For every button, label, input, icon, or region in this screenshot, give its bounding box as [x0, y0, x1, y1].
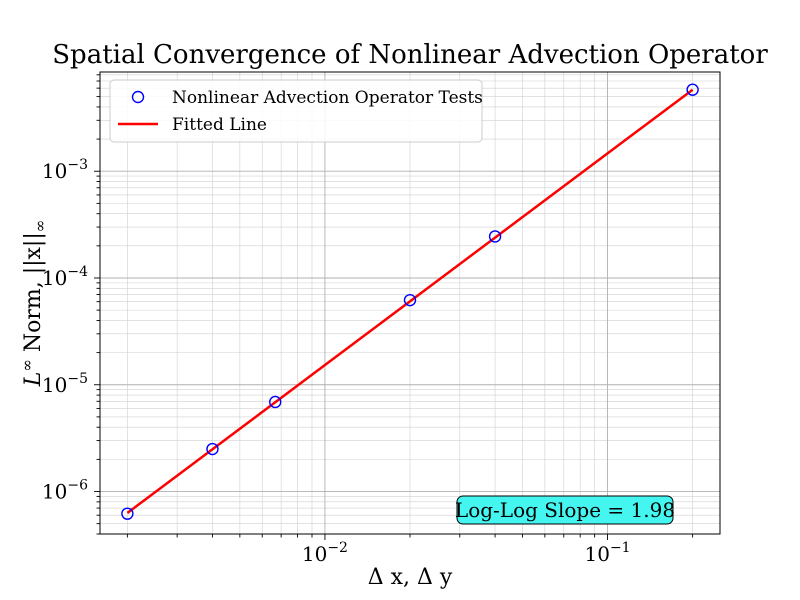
- legend-box: [109, 79, 483, 143]
- fitted-line: [126, 88, 694, 514]
- axis-tick-labels: 10−2 10−1 10−6 10−5 10−4 10−3: [42, 157, 631, 566]
- data-points-layer: [121, 83, 699, 520]
- major-gridlines: [100, 72, 720, 534]
- data-point: [121, 507, 134, 520]
- x-tick-label: 10−1: [584, 540, 630, 566]
- data-point: [403, 293, 417, 307]
- fitted-line-layer: [126, 88, 694, 514]
- data-point: [488, 230, 502, 243]
- y-tick-label: 10−3: [42, 157, 88, 183]
- slope-annotation: Log-Log Slope = 1.98: [455, 495, 675, 525]
- slope-annotation-text: Log-Log Slope = 1.98: [455, 498, 675, 522]
- axis-ticks: [94, 74, 694, 540]
- legend-label-tests: Nonlinear Advection Operator Tests: [172, 88, 483, 108]
- data-point: [686, 83, 699, 96]
- slope-annotation-box: [456, 495, 674, 525]
- x-tick-label: 10−2: [302, 540, 348, 566]
- x-axis-label: Δ x, Δ y: [368, 565, 453, 590]
- y-axis-label: L∞ Norm, ||x||∞: [18, 220, 49, 388]
- legend-marker-circle: [131, 90, 145, 104]
- data-point: [269, 395, 282, 409]
- legend: Nonlinear Advection Operator Tests Fitte…: [109, 79, 483, 143]
- y-tick-label: 10−4: [42, 264, 88, 290]
- legend-label-fitted: Fitted Line: [172, 115, 267, 135]
- data-point: [206, 442, 219, 456]
- chart-title: Spatial Convergence of Nonlinear Advecti…: [52, 40, 768, 70]
- y-tick-label: 10−5: [42, 371, 88, 397]
- y-tick-label: 10−6: [42, 478, 88, 504]
